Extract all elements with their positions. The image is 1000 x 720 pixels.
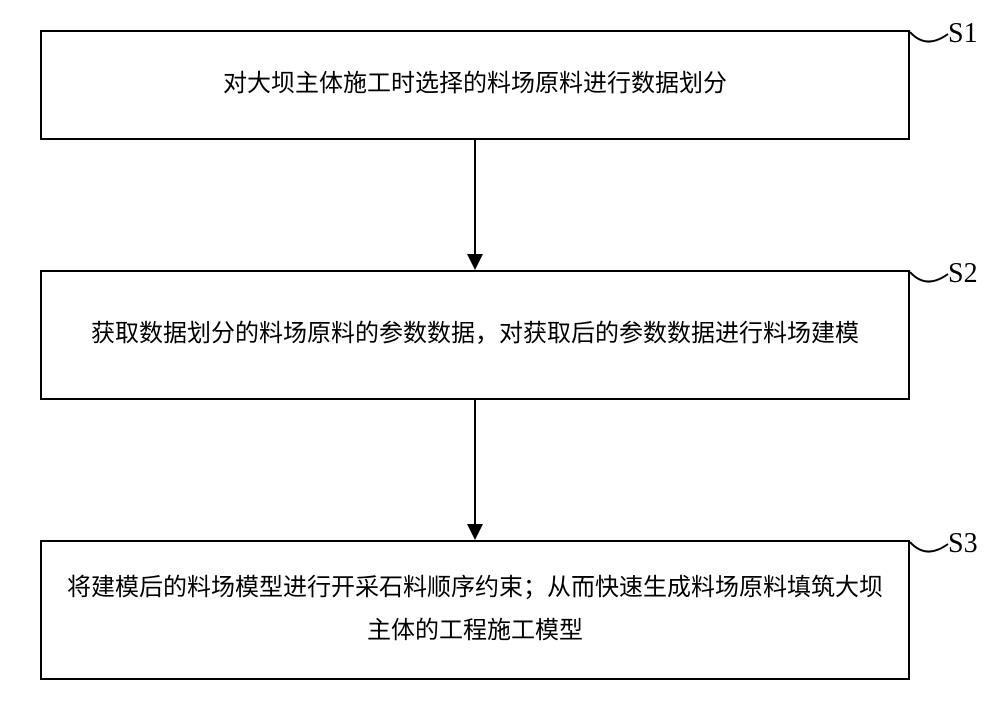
callout-1 [908,28,950,48]
arrow-2-head [467,524,483,540]
flow-node-3: 将建模后的料场模型进行开采石料顺序约束；从而快速生成料场原料填筑大坝主体的工程施… [40,540,910,680]
flow-node-2-text: 获取数据划分的料场原料的参数数据，对获取后的参数数据进行料场建模 [91,313,859,356]
arrow-1-line [474,140,476,254]
step-label-3-text: S3 [948,528,978,559]
flow-node-1-text: 对大坝主体施工时选择的料场原料进行数据划分 [223,63,727,106]
arrow-1-head [467,254,483,270]
step-label-1: S1 [948,18,978,50]
callout-2 [908,268,950,288]
arrow-2-line [474,400,476,524]
step-label-2-text: S2 [948,258,978,289]
flow-node-3-text: 将建模后的料场模型进行开采石料顺序约束；从而快速生成料场原料填筑大坝主体的工程施… [62,567,888,653]
step-label-3: S3 [948,528,978,560]
step-label-1-text: S1 [948,18,978,49]
flow-node-1: 对大坝主体施工时选择的料场原料进行数据划分 [40,30,910,140]
flow-node-2: 获取数据划分的料场原料的参数数据，对获取后的参数数据进行料场建模 [40,270,910,400]
callout-3 [908,538,950,558]
step-label-2: S2 [948,258,978,290]
